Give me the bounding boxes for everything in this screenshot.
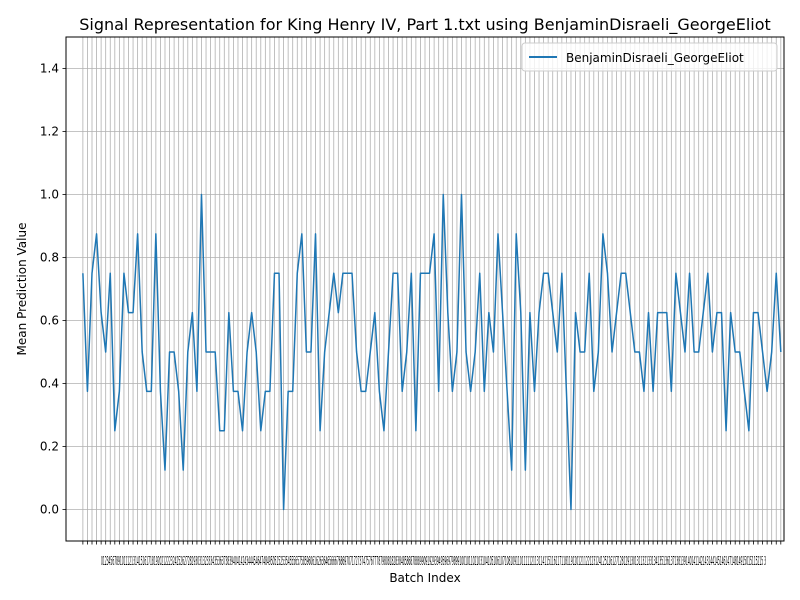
x-tick-labels: 0123456789101112131415161718192021222324… — [101, 554, 766, 568]
x-axis-ticks — [82, 541, 782, 545]
series-layer — [82, 193, 782, 511]
chart-title: Signal Representation for King Henry IV,… — [79, 15, 771, 35]
series-line — [82, 193, 782, 511]
y-tick-label: 1.0 — [40, 188, 59, 202]
legend-label: BenjaminDisraeli_GeorgeEliot — [566, 51, 744, 65]
y-tick-label: 0.4 — [40, 377, 59, 391]
y-gridlines — [66, 68, 784, 510]
legend-box — [521, 42, 778, 72]
y-tick-label: 0.2 — [40, 440, 59, 454]
y-tick-label: 0.8 — [40, 251, 59, 265]
y-tick-label: 1.2 — [40, 125, 59, 139]
x-axis-label: Batch Index — [389, 571, 460, 585]
y-tick-label: 0.6 — [40, 314, 59, 328]
y-axis-label: Mean Prediction Value — [15, 223, 29, 356]
legend: BenjaminDisraeli_GeorgeEliot — [521, 42, 778, 72]
y-axis-ticks: 0.0 0.2 0.4 0.6 0.8 1.0 1.2 1.4 — [40, 62, 66, 517]
y-tick-label: 1.4 — [40, 62, 59, 76]
y-tick-label: 0.0 — [40, 503, 59, 517]
